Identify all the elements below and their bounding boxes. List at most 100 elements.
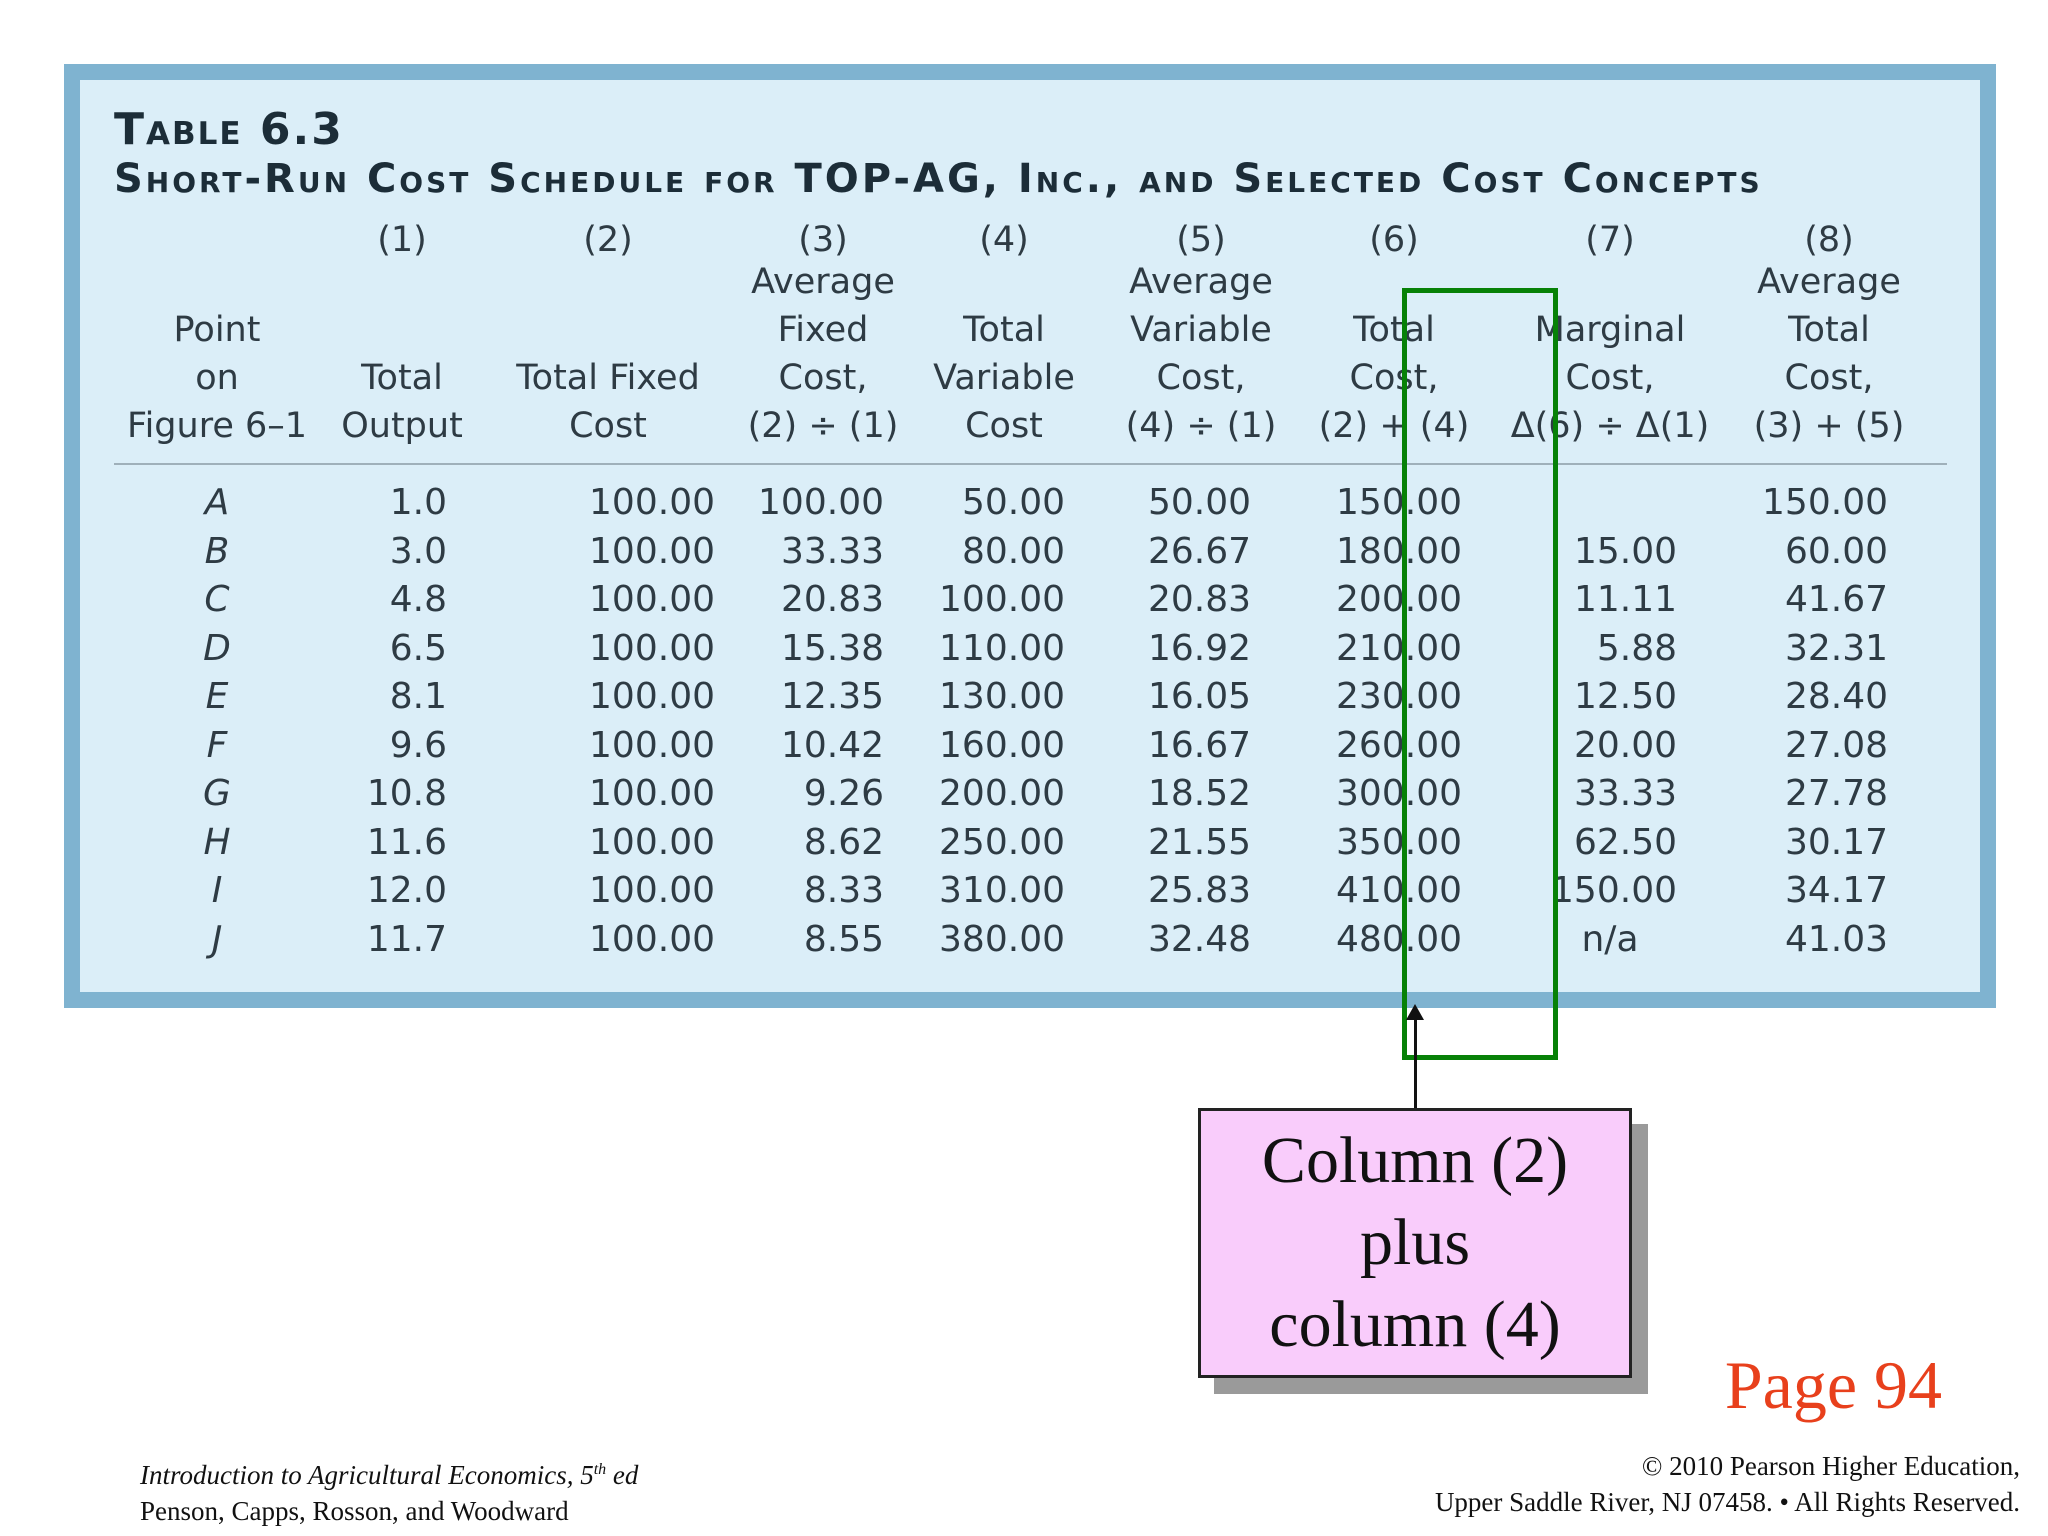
table-cell: 20.83: [1147, 579, 1251, 620]
table-cell: 11.7: [366, 918, 447, 960]
table-cell: 230.00: [1336, 676, 1462, 717]
table-title: Table 6.3: [114, 104, 344, 155]
table-cell: 380.00: [939, 918, 1065, 960]
column-number-8: (8): [1804, 220, 1854, 260]
table-cell: 32.31: [1784, 627, 1888, 669]
table-cell: 16.92: [1147, 627, 1251, 669]
table-row-label: A: [204, 482, 230, 523]
table-cell: 8.55: [803, 918, 884, 960]
table-cell: 9.26: [803, 773, 884, 814]
table-cell: 62.50: [1573, 821, 1677, 863]
callout-line-3: column (4): [1269, 1288, 1561, 1361]
table-cell: 6.5: [389, 627, 447, 669]
footer-copyright: © 2010 Pearson Higher Education, Upper S…: [1435, 1448, 2020, 1520]
table-cell: 300.00: [1336, 773, 1462, 814]
callout-arrow-line: [1414, 1016, 1417, 1112]
footer-citation: Introduction to Agricultural Economics, …: [140, 1452, 638, 1529]
column-title-2: Total Fixed Cost: [516, 358, 700, 446]
column-title-8: Average Total Cost, (3) + (5): [1753, 262, 1905, 446]
callout-box: Column (2) plus column (4): [1198, 1108, 1632, 1378]
table-cell: n/a: [1581, 918, 1639, 960]
column-title-7: Marginal Cost, Δ(6) ÷ Δ(1): [1510, 310, 1710, 446]
table-cell: 100.00: [589, 579, 715, 620]
column-number-2: (2): [583, 220, 633, 260]
table-row-label: G: [203, 773, 231, 814]
table-cell: 100.00: [589, 676, 715, 717]
table-cell: 34.17: [1784, 870, 1888, 911]
table-cell: 250.00: [939, 821, 1065, 863]
column-title-6: Total Cost, (2) + (4): [1318, 310, 1470, 446]
callout-line-1: Column (2): [1261, 1124, 1569, 1197]
table-cell: 20.83: [780, 579, 884, 620]
table-cell: 3.0: [389, 530, 447, 572]
table-row-label: I: [211, 870, 223, 911]
footer-copyright-line-1: © 2010 Pearson Higher Education,: [1641, 1451, 2020, 1481]
table-cell: 110.00: [939, 627, 1065, 669]
table-cell: 8.33: [803, 870, 884, 911]
table-cell: 160.00: [939, 724, 1065, 766]
table-cell: 27.08: [1784, 724, 1888, 766]
table-cell: 28.40: [1784, 676, 1888, 717]
arrow-up-icon: [1406, 1004, 1424, 1020]
table-cell: 480.00: [1336, 918, 1462, 960]
table-cell: 8.1: [389, 676, 447, 717]
table-cell: 5.88: [1596, 627, 1677, 669]
table-cell: 12.50: [1573, 676, 1677, 717]
table-cell: 260.00: [1336, 724, 1462, 766]
table-cell: 60.00: [1784, 530, 1888, 572]
table-cell: 11.11: [1573, 579, 1677, 620]
header-divider: [114, 463, 1947, 465]
callout-line-2: plus: [1359, 1206, 1471, 1279]
table-cell: 100.00: [589, 482, 715, 523]
table-cell: 20.00: [1573, 724, 1677, 766]
table-cell: 16.05: [1147, 676, 1251, 717]
table-cell: 11.6: [366, 821, 447, 863]
table-cell: 180.00: [1336, 530, 1462, 572]
column-number-5: (5): [1176, 220, 1226, 260]
table-cell: 15.00: [1573, 530, 1677, 572]
table-cell: 100.00: [589, 724, 715, 766]
footer-edition-sup: th: [593, 1461, 607, 1478]
column-number-1: (1): [377, 220, 427, 260]
table-cell: 16.67: [1147, 724, 1251, 766]
table-cell: 18.52: [1147, 773, 1251, 814]
table-row-label: E: [205, 676, 229, 717]
column-number-4: (4): [979, 220, 1029, 260]
table-cell: 8.62: [803, 821, 884, 863]
column-number-7: (7): [1585, 220, 1635, 260]
table-cell: 9.6: [389, 724, 447, 766]
table-cell: 10.42: [780, 724, 884, 766]
total-cost-column-highlight: [1402, 288, 1558, 1060]
cost-table-panel: Table 6.3 Short-Run Cost Schedule for TO…: [64, 64, 1996, 1060]
table-subtitle: Short-Run Cost Schedule for TOP-AG, Inc.…: [114, 156, 1763, 202]
table-cell: 50.00: [1147, 482, 1251, 523]
table-cell: 27.78: [1784, 773, 1888, 814]
table-row-label: H: [203, 821, 231, 863]
column-number-3: (3): [798, 220, 848, 260]
column-title-1: Total Output: [341, 358, 463, 446]
table-cell: 100.00: [589, 821, 715, 863]
table-cell: 130.00: [939, 676, 1065, 717]
table-cell: 12.35: [780, 676, 884, 717]
table-cell: 1.0: [389, 482, 447, 523]
footer-copyright-line-2: Upper Saddle River, NJ 07458. • All Righ…: [1434, 1487, 2020, 1517]
table-cell: 100.00: [589, 530, 715, 572]
table-cell: 100.00: [589, 773, 715, 814]
table-cell: 26.67: [1147, 530, 1251, 572]
column-title-0: Point on Figure 6–1: [126, 310, 308, 446]
table-cell: 350.00: [1336, 821, 1462, 863]
table-cell: 4.8: [389, 579, 447, 620]
table-cell: 33.33: [780, 530, 884, 572]
table-cell: 150.00: [1336, 482, 1462, 523]
table-cell: 15.38: [780, 627, 884, 669]
table-row-label: B: [204, 530, 230, 572]
footer-edition-end: ed: [606, 1460, 639, 1490]
table-cell: 100.00: [758, 482, 884, 523]
column-title-3: Average Fixed Cost, (2) ÷ (1): [747, 262, 899, 446]
table-cell: 41.67: [1784, 579, 1888, 620]
table-cell: 410.00: [1336, 870, 1462, 911]
table-cell: 10.8: [366, 773, 447, 814]
table-row-label: C: [204, 579, 230, 620]
table-cell: 100.00: [939, 579, 1065, 620]
page-label: Page 94: [1724, 1347, 1942, 1423]
